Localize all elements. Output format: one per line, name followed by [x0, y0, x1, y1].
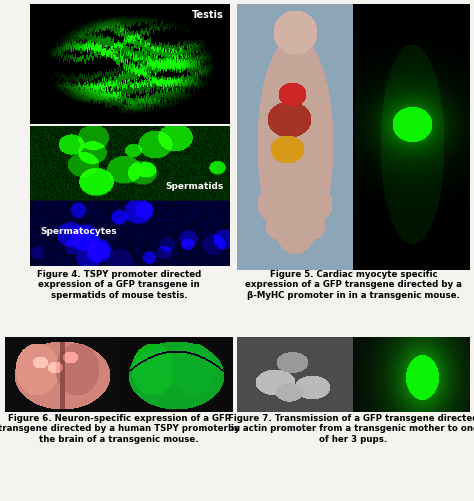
Text: Figure 4. TSPY promoter directed
expression of a GFP transgene in
spermatids of : Figure 4. TSPY promoter directed express…: [37, 270, 201, 300]
Text: Testis: Testis: [192, 10, 224, 20]
Text: Figure 5. Cardiac myocyte specific
expression of a GFP transgene directed by a
β: Figure 5. Cardiac myocyte specific expre…: [245, 270, 462, 300]
Text: Figure 7. Transmission of a GFP transgene directed
by actin promoter from a tran: Figure 7. Transmission of a GFP transgen…: [228, 414, 474, 444]
Text: Figure 6. Neuron-specific expression of a GFP
transgene directed by a human TSPY: Figure 6. Neuron-specific expression of …: [0, 414, 240, 444]
Text: Spermatids: Spermatids: [166, 182, 224, 191]
Text: Spermatocytes: Spermatocytes: [40, 227, 117, 236]
